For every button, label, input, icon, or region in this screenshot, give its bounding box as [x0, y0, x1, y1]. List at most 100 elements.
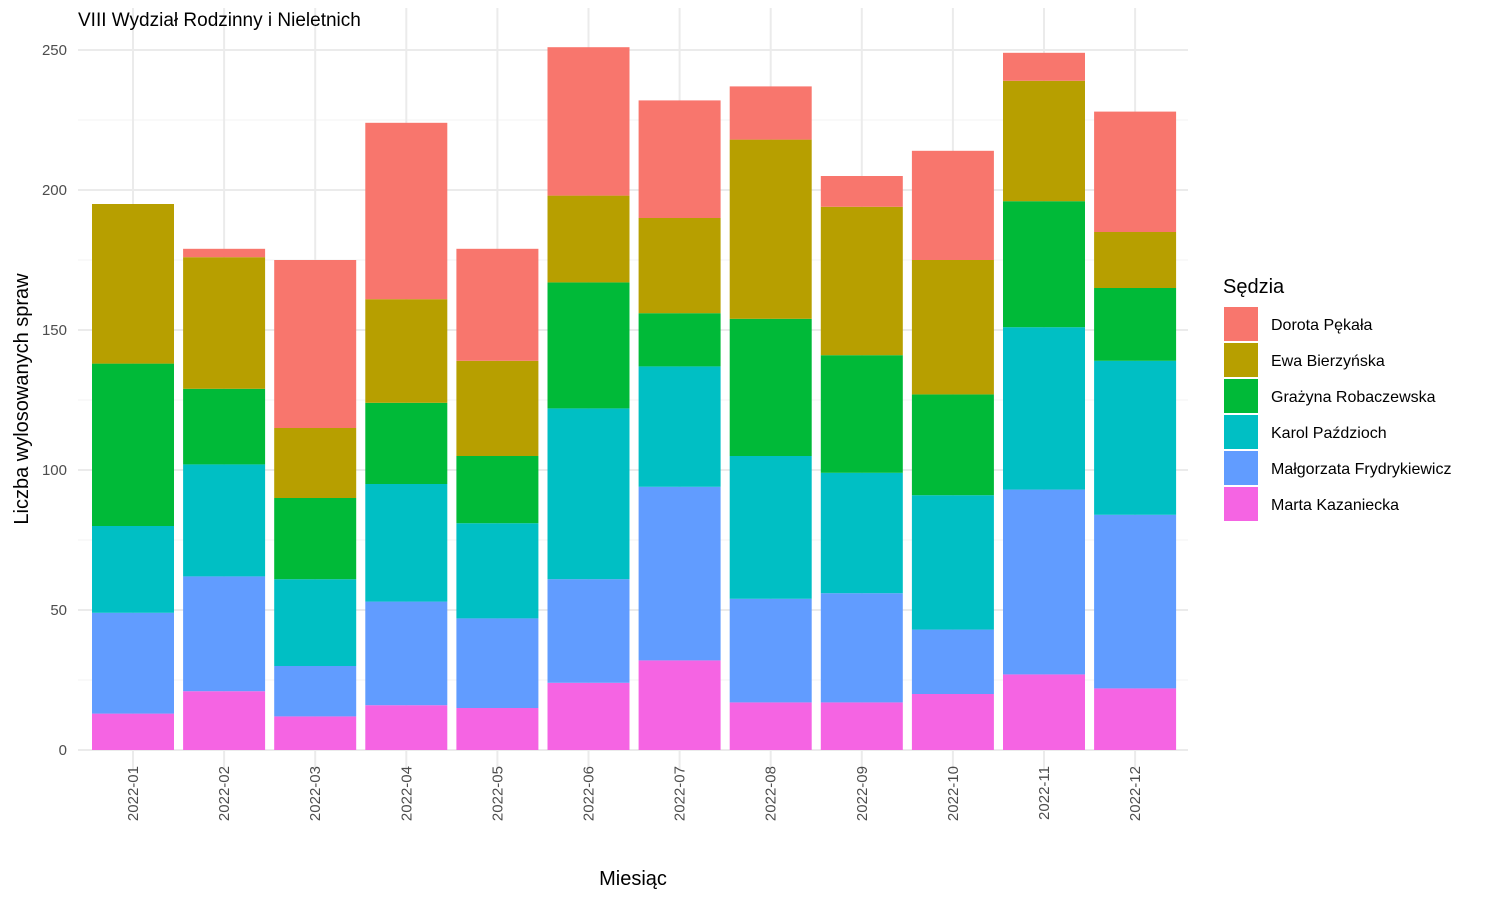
- bar-segment: [92, 204, 174, 364]
- bar-segment: [638, 660, 721, 750]
- bar-segment: [183, 464, 266, 577]
- legend-title: Sędzia: [1223, 276, 1285, 298]
- x-tick-label: 2022-05: [489, 766, 506, 821]
- bar-segment: [274, 716, 357, 750]
- bar-segment: [456, 248, 539, 361]
- y-tick-label: 0: [59, 742, 67, 759]
- bar-segment: [911, 629, 994, 694]
- bar-segment: [183, 388, 266, 465]
- x-tick-label: 2022-02: [216, 766, 233, 821]
- bar-segment: [365, 122, 448, 300]
- x-tick-label: 2022-12: [1127, 766, 1144, 821]
- bar-segment: [274, 666, 357, 717]
- x-axis-title: Miesiąc: [599, 868, 667, 890]
- bar-segment: [547, 682, 630, 750]
- bar-segment: [547, 579, 630, 683]
- bar-segment: [911, 495, 994, 630]
- x-tick-label: 2022-06: [581, 766, 598, 821]
- bar-segment: [456, 456, 539, 524]
- bar-segment: [638, 366, 721, 487]
- bar-segment: [1003, 489, 1085, 675]
- bar-segment: [274, 498, 357, 580]
- x-tick-label: 2022-04: [398, 766, 415, 821]
- y-axis-title: Liczba wylosowanych spraw: [11, 273, 33, 525]
- x-tick-label: 2022-09: [854, 766, 871, 821]
- bar-segment: [1003, 80, 1085, 202]
- bar-segment: [274, 428, 357, 498]
- y-axis-ticks: 0 50 100 150 200 250: [42, 42, 67, 759]
- bar-segment: [365, 299, 448, 403]
- bar-segment: [547, 195, 630, 283]
- bar-segment: [638, 486, 721, 661]
- legend-key: [1224, 415, 1258, 449]
- bar-segment: [820, 206, 903, 356]
- bar-segment: [547, 408, 630, 580]
- x-tick-label: 2022-03: [307, 766, 324, 821]
- bar-segment: [1003, 52, 1085, 81]
- bar-segment: [183, 691, 266, 750]
- x-tick-label: 2022-08: [763, 766, 780, 821]
- x-axis-ticks: 2022-01 2022-02 2022-03 2022-04 2022-05 2022-…: [125, 766, 1144, 821]
- x-tick-label: 2022-07: [672, 766, 689, 821]
- bar-segment: [456, 360, 539, 456]
- legend-label: Grażyna Robaczewska: [1271, 389, 1436, 406]
- bar-segment: [183, 576, 266, 692]
- y-tick-label: 250: [42, 42, 67, 59]
- bar-segment: [820, 472, 903, 594]
- legend-label: Małgorzata Frydrykiewicz: [1271, 461, 1451, 478]
- bar-segment: [547, 282, 630, 409]
- bar-segment: [911, 394, 994, 496]
- x-tick-label: 2022-11: [1036, 766, 1053, 820]
- bar-segment: [92, 612, 174, 714]
- y-tick-label: 200: [42, 182, 67, 199]
- bars: [92, 47, 1177, 750]
- bar-segment: [638, 313, 721, 367]
- bar-segment: [820, 355, 903, 473]
- bar-segment: [1003, 201, 1085, 328]
- bar-segment: [456, 618, 539, 708]
- bar-segment: [911, 260, 994, 395]
- bar-segment: [1094, 111, 1177, 232]
- legend-label: Dorota Pękała: [1271, 317, 1372, 334]
- bar-segment: [274, 579, 357, 666]
- y-tick-label: 50: [50, 602, 67, 619]
- bar-segment: [911, 694, 994, 750]
- bar-segment: [1094, 688, 1177, 750]
- bar-segment: [820, 176, 903, 207]
- legend-key: [1224, 379, 1258, 413]
- legend-key: [1224, 307, 1258, 341]
- bar-segment: [1003, 327, 1085, 490]
- bar-segment: [92, 363, 174, 526]
- legend-label: Ewa Bierzyńska: [1271, 353, 1385, 370]
- bar-segment: [911, 150, 994, 260]
- bar-segment: [820, 593, 903, 703]
- bar-segment: [1094, 288, 1177, 361]
- bar-segment: [92, 526, 174, 613]
- bar-segment: [365, 484, 448, 602]
- bar-segment: [1094, 232, 1177, 288]
- bar-segment: [820, 702, 903, 750]
- bar-segment: [365, 402, 448, 484]
- x-tick-label: 2022-01: [125, 766, 142, 821]
- bar-segment: [183, 248, 266, 258]
- bar-segment: [456, 523, 539, 619]
- bar-segment: [729, 318, 812, 456]
- bar-segment: [1094, 360, 1177, 515]
- bar-segment: [729, 456, 812, 599]
- bar-segment: [365, 705, 448, 750]
- legend-label: Karol Paździoch: [1271, 425, 1387, 442]
- legend-label: Marta Kazaniecka: [1271, 497, 1399, 514]
- bar-segment: [729, 139, 812, 319]
- chart-title: VIII Wydział Rodzinny i Nieletnich: [78, 10, 361, 31]
- bar-segment: [638, 218, 721, 314]
- bar-segment: [274, 260, 357, 428]
- legend: Sędzia Dorota Pękała Ewa Bierzyńska Grażyn…: [1223, 276, 1451, 521]
- legend-key: [1224, 343, 1258, 377]
- x-tick-label: 2022-10: [945, 766, 962, 821]
- bar-segment: [1094, 514, 1177, 689]
- bar-segment: [729, 598, 812, 703]
- bar-segment: [638, 100, 721, 218]
- bar-segment: [183, 257, 266, 389]
- y-tick-label: 150: [42, 322, 67, 339]
